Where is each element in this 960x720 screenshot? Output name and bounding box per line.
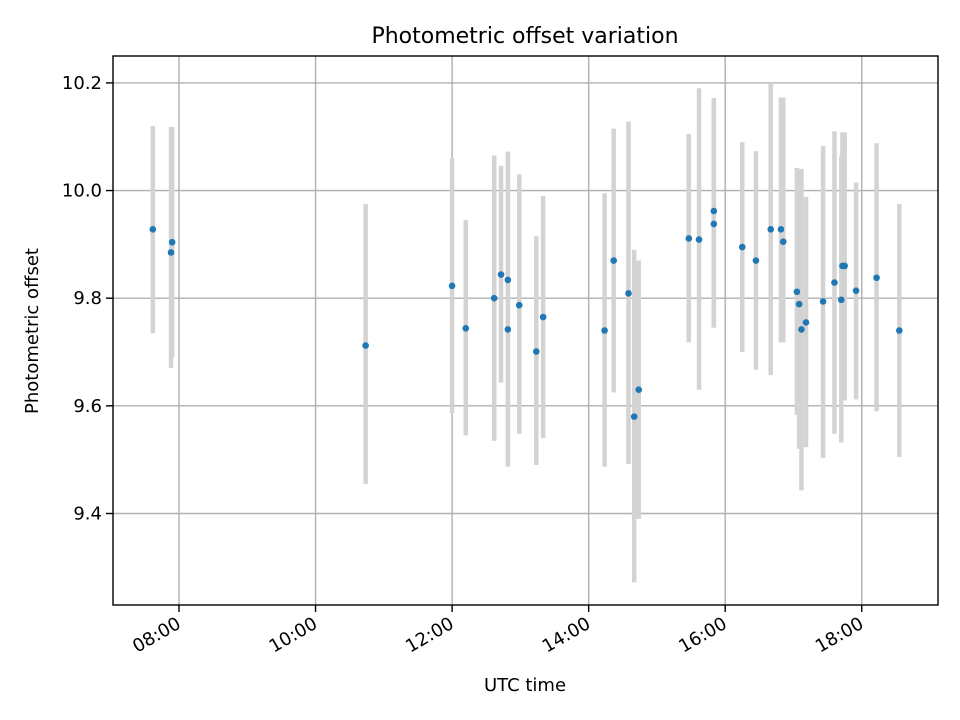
data-point — [793, 288, 801, 296]
data-point — [795, 300, 803, 308]
plot-frame — [112, 55, 939, 606]
y-tick-label: 10.0 — [62, 181, 102, 202]
y-axis-label: Photometric offset — [22, 248, 43, 414]
data-point — [490, 294, 498, 302]
data-point — [777, 226, 785, 233]
data-point — [462, 325, 470, 332]
data-point — [819, 298, 827, 305]
data-point — [752, 257, 760, 264]
data-point — [852, 287, 860, 294]
data-point — [168, 238, 176, 246]
chart-title: Photometric offset variation — [371, 24, 678, 49]
data-point — [504, 326, 512, 333]
data-point — [779, 238, 787, 245]
data-point — [837, 296, 845, 304]
data-point — [831, 279, 838, 286]
data-points — [149, 207, 903, 420]
y-tick-label: 9.4 — [73, 504, 102, 525]
data-point — [504, 276, 512, 284]
data-point — [167, 249, 175, 256]
data-point — [539, 313, 547, 321]
y-tick-label: 9.6 — [73, 396, 102, 417]
data-point — [896, 327, 903, 334]
data-point — [767, 226, 775, 233]
data-point — [625, 290, 632, 297]
data-point — [515, 301, 523, 309]
data-point — [533, 348, 540, 355]
data-point — [738, 243, 746, 251]
data-point — [873, 274, 880, 282]
data-point — [362, 342, 369, 349]
data-point — [610, 257, 617, 264]
data-point — [802, 319, 810, 326]
data-point — [635, 386, 643, 394]
y-tick-label: 9.8 — [73, 288, 102, 309]
data-point — [601, 327, 608, 334]
data-point — [149, 226, 157, 233]
y-tick-label: 10.2 — [62, 73, 102, 94]
data-point — [710, 220, 718, 228]
data-point — [710, 207, 718, 215]
data-point — [630, 413, 638, 420]
data-point — [685, 235, 693, 242]
data-point — [798, 326, 805, 333]
data-point — [497, 271, 505, 278]
data-point — [841, 262, 848, 270]
x-axis-label: UTC time — [484, 675, 566, 696]
data-point — [448, 282, 456, 290]
data-point — [695, 236, 703, 243]
